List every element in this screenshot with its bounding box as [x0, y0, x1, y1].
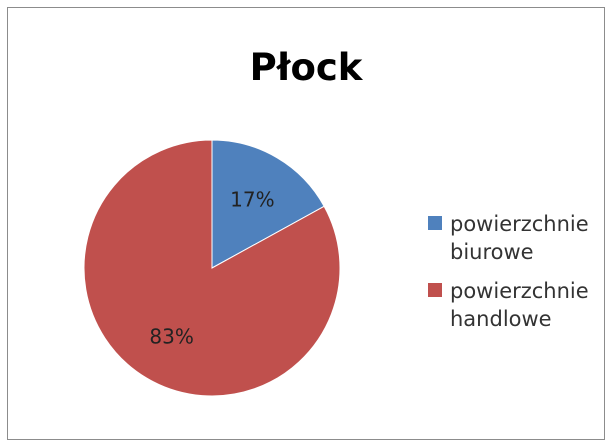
legend-swatch-biurowe	[428, 216, 442, 230]
data-label-1: 83%	[149, 324, 193, 348]
pie-slice-1	[83, 139, 341, 397]
legend-label-biurowe-line1: powierzchnie	[450, 212, 589, 236]
legend-label-handlowe-line2: handlowe	[450, 307, 552, 331]
legend: powierzchnie biurowe powierzchnie handlo…	[428, 210, 589, 344]
pie-slice-0	[211, 139, 325, 269]
legend-item-biurowe: powierzchnie biurowe	[428, 210, 589, 266]
legend-label-biurowe-line2: biurowe	[450, 240, 534, 264]
chart-title: Płock	[249, 46, 363, 89]
legend-label-handlowe-line1: powierzchnie	[450, 279, 589, 303]
chart-frame: Płock 17% 83% powierzchnie biurowe powier…	[7, 7, 605, 440]
data-label-0: 17%	[230, 188, 274, 212]
pie-chart: 17% 83%	[83, 139, 341, 397]
legend-item-handlowe: powierzchnie handlowe	[428, 277, 589, 333]
legend-swatch-handlowe	[428, 283, 442, 297]
